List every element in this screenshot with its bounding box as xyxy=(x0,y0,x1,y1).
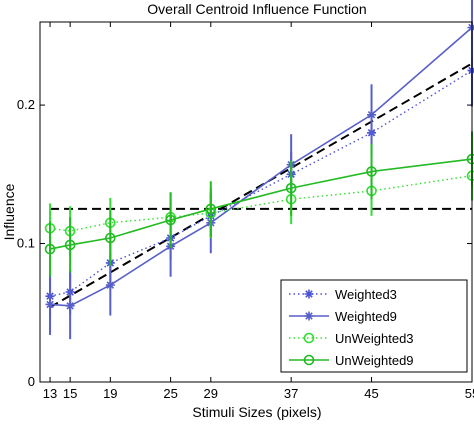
series-UnWeighted9 xyxy=(44,131,474,277)
x-tick-label: 55 xyxy=(465,386,474,401)
data-point xyxy=(367,110,377,120)
series-line-Weighted3 xyxy=(49,69,473,297)
x-tick-label: 13 xyxy=(43,386,57,401)
data-point xyxy=(45,299,55,309)
data-point xyxy=(205,203,217,215)
y-tick-label: 0.2 xyxy=(17,97,35,112)
axes xyxy=(39,21,473,383)
legend-marker-UnWeighted9 xyxy=(303,354,315,366)
series-line-Weighted9 xyxy=(49,26,473,307)
legend-label-Weighted3: Weighted3 xyxy=(335,287,397,302)
series-line-UnWeighted9 xyxy=(49,158,473,250)
legend-marker-UnWeighted3 xyxy=(303,332,315,344)
x-tick-label: 37 xyxy=(284,386,298,401)
legend-label-Weighted9: Weighted9 xyxy=(335,309,397,324)
y-tick-label: 0.1 xyxy=(17,236,35,251)
x-tick-label: 15 xyxy=(63,386,77,401)
reference-line-2 xyxy=(49,62,473,309)
reference-lines xyxy=(49,62,473,309)
x-tick-label: 29 xyxy=(204,386,218,401)
axes-frame xyxy=(39,21,473,383)
x-tick-label: 45 xyxy=(364,386,378,401)
legend-label-UnWeighted3: UnWeighted3 xyxy=(335,331,414,346)
x-tick-label: 25 xyxy=(163,386,177,401)
y-axis-label: Influence xyxy=(1,183,17,240)
x-tick-label: 19 xyxy=(103,386,117,401)
legend: Weighted3 Weighted9 UnWeighted3 UnWeighted9 xyxy=(280,279,468,373)
data-point xyxy=(165,214,176,226)
chart-title: Overall Centroid Influence Function xyxy=(147,1,366,17)
data-point xyxy=(65,301,75,311)
x-axis-label: Stimuli Sizes (pixels) xyxy=(192,404,321,420)
data-point xyxy=(285,182,297,194)
data-point xyxy=(366,166,377,177)
data-point xyxy=(105,232,116,244)
data-point xyxy=(44,243,56,255)
data-point xyxy=(105,280,115,290)
legend-label-UnWeighted9: UnWeighted9 xyxy=(335,353,414,368)
data-point xyxy=(64,239,76,251)
series-line-UnWeighted3 xyxy=(49,175,473,232)
y-tick-label: 0 xyxy=(28,374,35,389)
legend-marker-Weighted9 xyxy=(304,311,314,321)
tick-labels: 13 15 19 25 29 37 45 55 0 0.1 0.2 xyxy=(17,97,474,401)
legend-marker-Weighted3 xyxy=(304,289,314,299)
